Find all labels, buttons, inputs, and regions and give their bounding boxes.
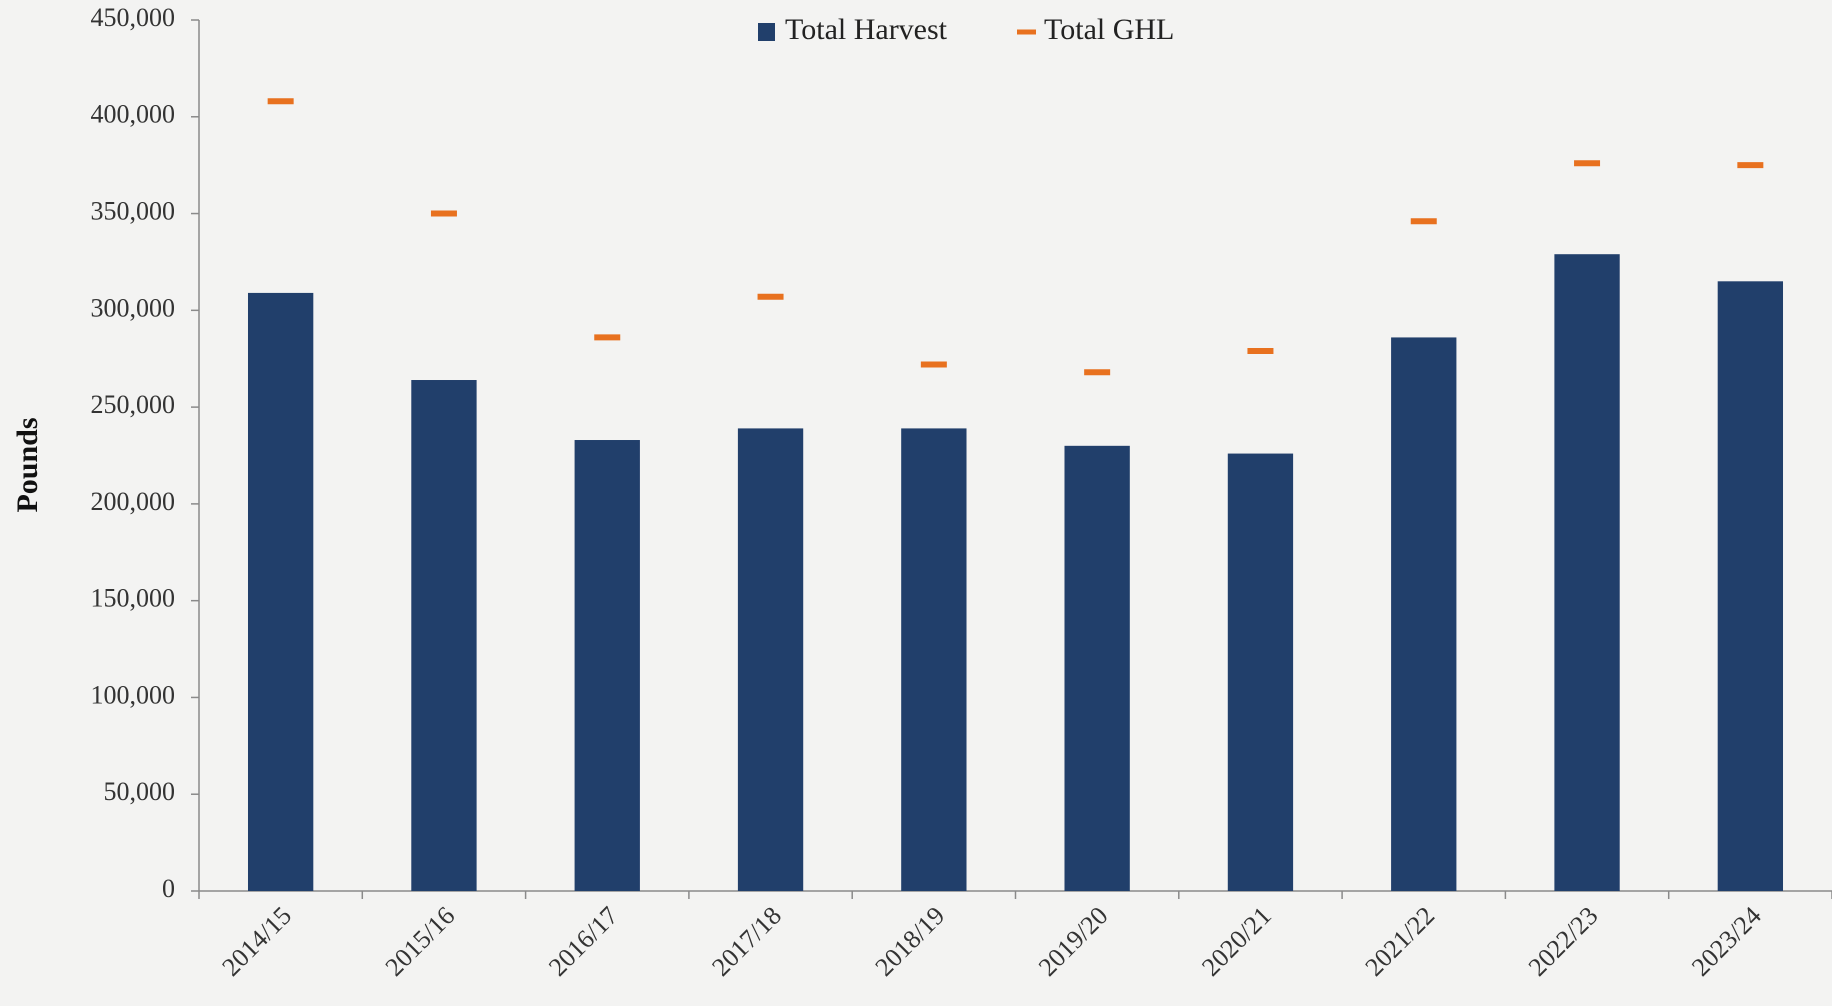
legend-label: Total Harvest (785, 13, 948, 46)
y-tick-label: 150,000 (91, 584, 176, 613)
bar (1717, 281, 1784, 891)
bar (1064, 445, 1130, 891)
legend-label: Total GHL (1044, 13, 1174, 46)
bar (737, 428, 804, 891)
y-tick-label: 400,000 (91, 100, 176, 129)
y-tick-label: 450,000 (91, 3, 176, 32)
y-tick-label: 0 (162, 874, 175, 903)
y-tick-label: 50,000 (104, 777, 176, 806)
bar (1391, 337, 1457, 891)
y-axis-title: Pounds (11, 417, 44, 512)
bar (247, 292, 314, 891)
bar (411, 380, 477, 891)
bar (1554, 254, 1620, 892)
y-tick-label: 200,000 (91, 487, 176, 516)
legend-swatch (758, 23, 775, 41)
bar (574, 440, 640, 891)
y-tick-label: 350,000 (91, 197, 176, 226)
y-tick-label: 250,000 (91, 390, 176, 419)
y-tick-label: 300,000 (91, 293, 176, 322)
bar (1227, 453, 1294, 891)
bar (901, 428, 967, 891)
y-tick-label: 100,000 (91, 680, 176, 709)
